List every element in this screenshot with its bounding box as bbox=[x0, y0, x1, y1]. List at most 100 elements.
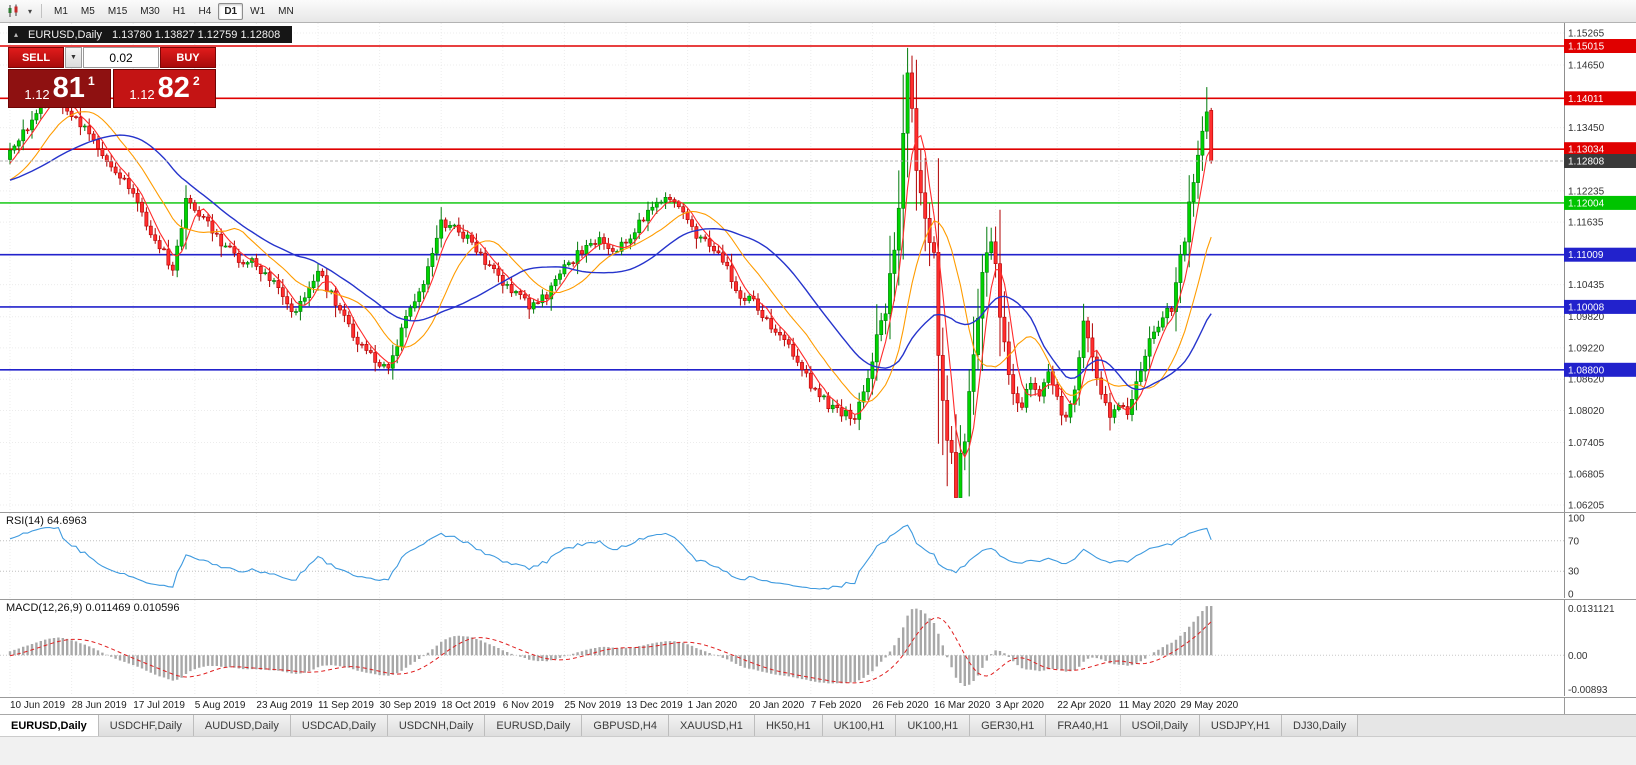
candle-body bbox=[184, 198, 188, 229]
chart-tab[interactable]: USDCAD,Daily bbox=[290, 715, 388, 736]
candle-body bbox=[866, 378, 870, 393]
chart-tab[interactable]: USDCHF,Daily bbox=[98, 715, 194, 736]
chart-title-bar: ▴ EURUSD,Daily 1.13780 1.13827 1.12759 1… bbox=[8, 26, 293, 43]
candle-body bbox=[448, 225, 452, 228]
candle-body bbox=[25, 129, 30, 132]
rsi-canvas[interactable]: 100 70 30 0 bbox=[0, 513, 1636, 598]
price-level-chip-bg bbox=[1564, 39, 1636, 53]
sell-price-box[interactable]: 1.12 81 1 bbox=[8, 69, 111, 108]
candle-body bbox=[452, 224, 457, 227]
chart-tab[interactable]: EURUSD,Daily bbox=[0, 715, 99, 736]
date-label: 26 Feb 2020 bbox=[872, 700, 929, 711]
candle-body bbox=[786, 339, 791, 345]
date-label: 30 Sep 2019 bbox=[379, 700, 437, 711]
volume-input[interactable] bbox=[83, 47, 159, 68]
date-label: 25 Nov 2019 bbox=[564, 700, 622, 711]
candle-body bbox=[747, 295, 752, 301]
candle-body bbox=[421, 283, 426, 293]
price-level-chip-text: 1.12004 bbox=[1568, 198, 1605, 209]
chart-tab[interactable]: USOil,Daily bbox=[1120, 715, 1200, 736]
chart-symbol-title: EURUSD,Daily bbox=[28, 28, 102, 41]
chart-tab[interactable]: UK100,H1 bbox=[822, 715, 897, 736]
macd-histogram bbox=[8, 606, 1213, 686]
candle-body bbox=[716, 250, 721, 254]
timeframe-button-m15[interactable]: M15 bbox=[102, 3, 133, 20]
candle-body bbox=[1121, 404, 1126, 407]
candle-body bbox=[461, 231, 466, 239]
price-tick-label: 1.10435 bbox=[1568, 280, 1605, 291]
chart-tab[interactable]: DJ30,Daily bbox=[1282, 715, 1359, 736]
candle-body bbox=[307, 287, 312, 299]
candle-body bbox=[12, 145, 17, 151]
candle-body bbox=[1099, 377, 1104, 395]
chart-tab[interactable]: USDCNH,Daily bbox=[387, 715, 486, 736]
timeframe-button-h4[interactable]: H4 bbox=[193, 3, 218, 20]
timeframe-button-m1[interactable]: M1 bbox=[48, 3, 74, 20]
candle-body bbox=[258, 266, 263, 274]
candle-body bbox=[223, 245, 228, 248]
chart-tab[interactable]: UK100,H1 bbox=[896, 715, 971, 736]
timeframe-button-h1[interactable]: H1 bbox=[167, 3, 192, 20]
candle-body bbox=[1112, 409, 1117, 418]
chart-tab[interactable]: FRA40,H1 bbox=[1046, 715, 1121, 736]
candle-body bbox=[219, 233, 224, 247]
one-click-trading-panel: SELL ▼ BUY 1.12 81 1 1.12 82 2 bbox=[8, 47, 216, 108]
timeframe-button-mn[interactable]: MN bbox=[272, 3, 300, 20]
main-chart-canvas[interactable]: 1.15265 1.14650 1.13450 1.12235 1.11635 1.104… bbox=[0, 23, 1636, 512]
candle-body bbox=[206, 216, 210, 222]
candle-body bbox=[245, 262, 250, 265]
candle-body bbox=[628, 238, 633, 244]
volume-dropdown-caret-icon[interactable]: ▼ bbox=[65, 47, 82, 68]
candle-body bbox=[131, 188, 136, 194]
chart-tab[interactable]: HK50,H1 bbox=[754, 715, 823, 736]
chart-type-dropdown-caret-icon[interactable]: ▾ bbox=[28, 6, 33, 16]
candle-body bbox=[201, 216, 206, 218]
candle-body bbox=[1165, 307, 1170, 319]
buy-price-big-digits: 82 bbox=[157, 72, 190, 104]
candle-body bbox=[346, 315, 351, 325]
date-label: 5 Aug 2019 bbox=[194, 700, 246, 711]
price-tick-label: 1.09220 bbox=[1568, 343, 1605, 354]
macd-label: MACD(12,26,9) 0.011469 0.010596 bbox=[6, 602, 180, 614]
timeframe-button-d1[interactable]: D1 bbox=[218, 2, 244, 20]
buy-button[interactable]: BUY bbox=[160, 47, 216, 68]
sell-button[interactable]: SELL bbox=[8, 47, 64, 68]
candle-body bbox=[668, 197, 672, 200]
date-label: 6 Nov 2019 bbox=[502, 700, 554, 711]
candle-body bbox=[1182, 241, 1187, 255]
macd-scale-bottom-label: -0.00893 bbox=[1568, 685, 1608, 696]
candle-body bbox=[1169, 307, 1174, 312]
candle-body bbox=[531, 302, 536, 310]
candle-body bbox=[544, 294, 549, 300]
level-lines-layer bbox=[0, 45, 1564, 371]
candle-body bbox=[74, 116, 78, 118]
chart-tab[interactable]: AUDUSD,Daily bbox=[193, 715, 291, 736]
candle-body bbox=[87, 125, 92, 135]
timeframe-button-w1[interactable]: W1 bbox=[244, 3, 271, 20]
timeframe-button-m5[interactable]: M5 bbox=[75, 3, 101, 20]
collapse-chart-icon[interactable]: ▴ bbox=[14, 30, 19, 39]
candle-body bbox=[712, 246, 716, 252]
candle-body bbox=[1064, 414, 1068, 418]
candle-body bbox=[1156, 326, 1161, 333]
candle-body bbox=[426, 266, 430, 285]
candle-body bbox=[703, 236, 708, 240]
chart-tab[interactable]: USDJPY,H1 bbox=[1199, 715, 1283, 736]
time-axis: 10 Jun 2019 28 Jun 2019 17 Jul 2019 5 Aug 2… bbox=[0, 697, 1636, 714]
candle-body bbox=[311, 280, 316, 289]
timeframe-buttons-group: M1 M5 M15 M30 H1 H4 D1 W1 MN bbox=[48, 2, 300, 20]
sell-price-big-digits: 81 bbox=[52, 72, 85, 104]
chart-tab[interactable]: EURUSD,Daily bbox=[485, 715, 583, 736]
timeframe-button-m30[interactable]: M30 bbox=[134, 3, 165, 20]
chart-type-icon[interactable] bbox=[4, 2, 24, 20]
candle-body bbox=[1187, 201, 1192, 243]
candle-body bbox=[272, 280, 276, 282]
buy-price-box[interactable]: 1.12 82 2 bbox=[113, 69, 216, 108]
price-level-chip-bg bbox=[1564, 247, 1636, 262]
candle-body bbox=[641, 219, 646, 222]
chart-tab[interactable]: XAUUSD,H1 bbox=[668, 715, 755, 736]
chart-tab[interactable]: GBPUSD,H4 bbox=[582, 715, 669, 736]
candle-body bbox=[698, 236, 703, 239]
chart-tab[interactable]: GER30,H1 bbox=[970, 715, 1047, 736]
macd-canvas[interactable]: 0.0131121 0.00 -0.00893 bbox=[0, 600, 1636, 696]
